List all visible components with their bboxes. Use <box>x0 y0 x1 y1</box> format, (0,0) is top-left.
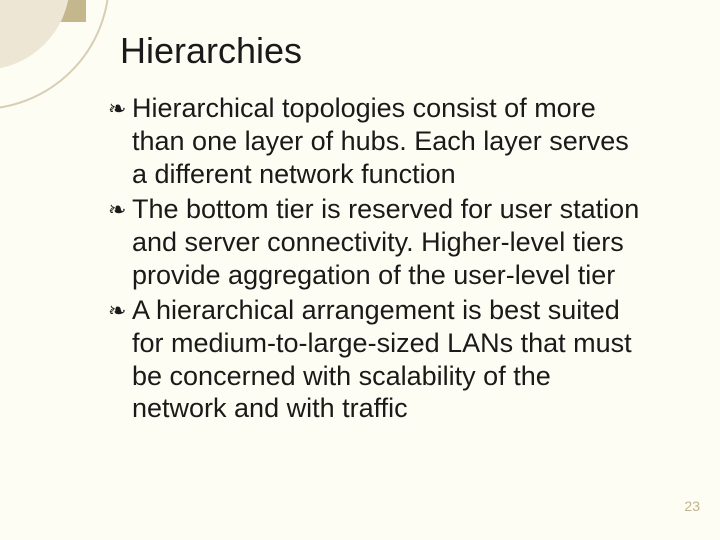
bullet-text: A hierarchical arrangement is best suite… <box>132 294 648 426</box>
bullet-glyph-icon: ❧ <box>108 92 132 125</box>
slide-title: Hierarchies <box>120 30 302 72</box>
bullet-text: The bottom tier is reserved for user sta… <box>132 193 648 292</box>
bullet-item: ❧ Hierarchical topologies consist of mor… <box>108 92 648 191</box>
bullet-glyph-icon: ❧ <box>108 193 132 226</box>
bullet-item: ❧ The bottom tier is reserved for user s… <box>108 193 648 292</box>
bullet-glyph-icon: ❧ <box>108 294 132 327</box>
page-number: 23 <box>684 498 700 514</box>
bullet-list: ❧ Hierarchical topologies consist of mor… <box>108 92 648 427</box>
bullet-item: ❧ A hierarchical arrangement is best sui… <box>108 294 648 426</box>
bullet-text: Hierarchical topologies consist of more … <box>132 92 648 191</box>
